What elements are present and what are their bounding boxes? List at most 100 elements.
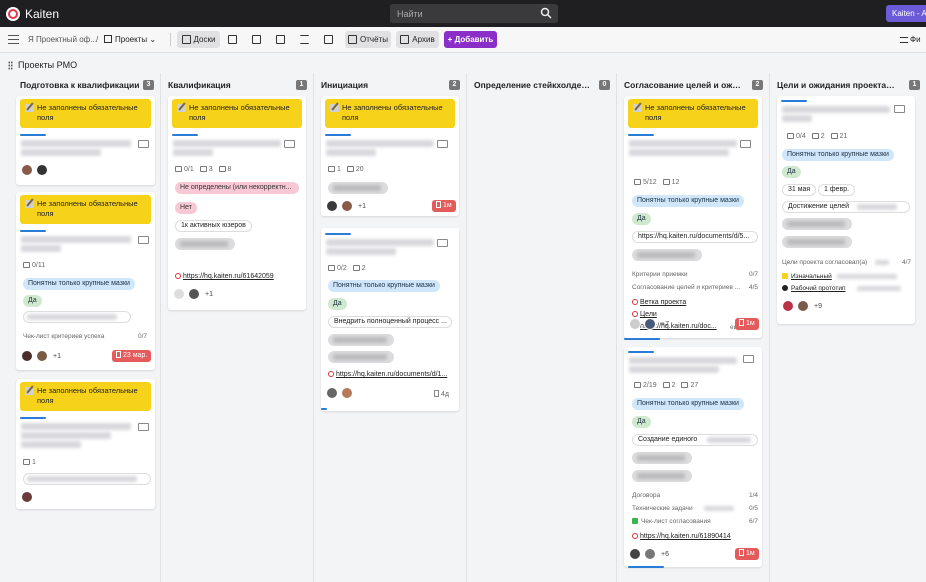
card[interactable]: Не заполнены обязательные поля 1 20 +1 1… [321, 96, 459, 216]
card[interactable]: Не заполнены обязательные поля 5/12 12 П… [624, 96, 762, 338]
app-logo[interactable]: Kaiten [6, 6, 59, 21]
more-members[interactable]: +9 [814, 303, 822, 310]
card[interactable]: 2/19 2 27 Понятны только крупные мазки Д… [624, 347, 762, 568]
card[interactable]: 0/2 2 Понятны только крупные мазки Да Вн… [321, 228, 459, 411]
search-icon[interactable] [540, 7, 552, 19]
folder-icon[interactable] [138, 140, 149, 148]
add-button[interactable]: + Добавить [444, 31, 497, 48]
tag-single[interactable]: Создание единого [632, 434, 758, 446]
card[interactable]: Не заполнены обязательные поля 1 [16, 379, 155, 509]
folder-icon[interactable] [740, 140, 751, 148]
tag-blurred[interactable] [328, 334, 394, 346]
breadcrumb-space[interactable]: Я Проектный оф... [28, 35, 97, 44]
card-link[interactable]: Ветка проекта [632, 299, 686, 306]
view-grid-button[interactable] [273, 31, 288, 48]
tag-blurred[interactable] [328, 182, 388, 194]
tag-start-date[interactable]: 31 мая [782, 184, 817, 196]
breadcrumb-projects[interactable]: Проекты ⌄ [104, 35, 156, 44]
folder-icon[interactable] [437, 239, 448, 247]
board-title[interactable]: Проекты PMO [8, 60, 77, 71]
folder-icon[interactable] [894, 105, 905, 113]
avatar[interactable] [644, 318, 656, 330]
avatar[interactable] [188, 288, 200, 300]
avatar[interactable] [36, 164, 48, 176]
folder-icon[interactable] [743, 355, 754, 363]
column-header[interactable]: Цели и ожидания проекта утве... 1 [777, 79, 920, 91]
tag-yes[interactable]: Да [23, 295, 42, 307]
tag-blurred[interactable] [23, 473, 151, 485]
view-timeline-button[interactable] [249, 31, 264, 48]
folder-icon[interactable] [138, 423, 149, 431]
avatar[interactable] [782, 300, 794, 312]
archive-button[interactable]: Архив [396, 31, 439, 48]
tag-users[interactable]: 1к активных юзеров [175, 220, 252, 232]
avatar[interactable] [797, 300, 809, 312]
tag-process[interactable]: Внедрить полноценный процесс ... [328, 316, 452, 328]
more-members[interactable]: +1 [358, 203, 366, 210]
card-link[interactable]: https://hq.kaiten.ru/documents/d/1... [328, 371, 447, 378]
avatar[interactable] [36, 350, 48, 362]
tag-blurred[interactable] [23, 311, 131, 323]
search-input[interactable] [397, 8, 527, 19]
avatar[interactable] [341, 387, 353, 399]
folder-icon[interactable] [284, 140, 295, 148]
tag-blurred[interactable] [782, 236, 852, 248]
tag-blurred[interactable] [632, 470, 692, 482]
card[interactable]: Не заполнены обязательные поля 0/11 Поня… [16, 192, 155, 370]
tag-big-strokes[interactable]: Понятны только крупные мазки [328, 280, 440, 292]
avatar[interactable] [21, 350, 33, 362]
menu-icon[interactable] [8, 35, 19, 44]
tag-yes[interactable]: Да [328, 298, 347, 310]
tag-big-strokes[interactable]: Понятны только крупные мазки [632, 195, 744, 207]
tag-blurred[interactable] [632, 249, 702, 261]
tag-end-date[interactable]: 1 февр. [818, 184, 856, 196]
avatar[interactable] [341, 200, 353, 212]
view-calendar-button[interactable] [321, 31, 336, 48]
more-members[interactable]: +1 [205, 291, 213, 298]
more-members[interactable]: +7 [661, 321, 669, 328]
tag-no[interactable]: Нет [175, 202, 197, 214]
column-header[interactable]: Подготовка к квалификации 3 [20, 79, 154, 91]
search-box[interactable] [390, 4, 558, 23]
avatar[interactable] [173, 288, 185, 300]
card-link[interactable]: Цели [632, 311, 657, 318]
drag-handle-icon[interactable] [8, 61, 13, 71]
due-date-badge[interactable]: 1м [735, 318, 759, 330]
column-header[interactable]: Согласование целей и ожидан... 2 [624, 79, 763, 91]
avatar[interactable] [629, 318, 641, 330]
tag-yes[interactable]: Да [632, 213, 651, 225]
space-switcher-button[interactable]: Kaiten - A [886, 5, 926, 22]
boards-button[interactable]: Доски [177, 31, 220, 48]
avatar[interactable] [629, 548, 641, 560]
card[interactable]: Не заполнены обязательные поля 0/1 3 8 Н… [168, 96, 306, 310]
folder-icon[interactable] [138, 236, 149, 244]
card[interactable]: Не заполнены обязательные поля [16, 96, 155, 185]
filter-button[interactable]: Фи [900, 31, 926, 48]
tag-blurred[interactable] [328, 351, 394, 363]
more-members[interactable]: +1 [53, 353, 61, 360]
card[interactable]: 0/4 2 21 Понятны только крупные мазки Да… [777, 96, 915, 324]
column-header[interactable]: Инициация 2 [321, 79, 460, 91]
reports-button[interactable]: Отчёты [345, 31, 391, 48]
view-table-button[interactable] [225, 31, 240, 48]
card-link[interactable]: https://hq.kaiten.ru/61890414 [632, 533, 731, 540]
avatar[interactable] [326, 200, 338, 212]
tag-blurred[interactable] [782, 218, 852, 230]
avatar[interactable] [644, 548, 656, 560]
tag-big-strokes[interactable]: Понятны только крупные мазки [632, 398, 744, 410]
folder-icon[interactable] [437, 140, 448, 148]
tag-big-strokes[interactable]: Понятны только крупные мазки [23, 278, 135, 290]
tag-big-strokes[interactable]: Понятны только крупные мазки [782, 149, 894, 161]
column-header[interactable]: Квалификация 1 [168, 79, 307, 91]
card-link[interactable]: https://hq.kaiten.ru/61642059 [175, 273, 274, 280]
more-members[interactable]: +6 [661, 551, 669, 558]
tag-yes[interactable]: Да [782, 166, 801, 178]
tag-yes[interactable]: Да [632, 416, 651, 428]
tag-undefined[interactable]: Не определены (или некорректн... [175, 182, 299, 194]
view-list-button[interactable] [297, 31, 312, 48]
avatar[interactable] [21, 164, 33, 176]
due-date-badge[interactable]: 23 мар. [112, 350, 152, 362]
tag-doc-link[interactable]: https://hq.kaiten.ru/documents/d/5... [632, 231, 758, 243]
column-header[interactable]: Определение стейкхолдеров и ... 0 [474, 79, 610, 91]
tag-goal[interactable]: Достижение целей [782, 201, 910, 213]
